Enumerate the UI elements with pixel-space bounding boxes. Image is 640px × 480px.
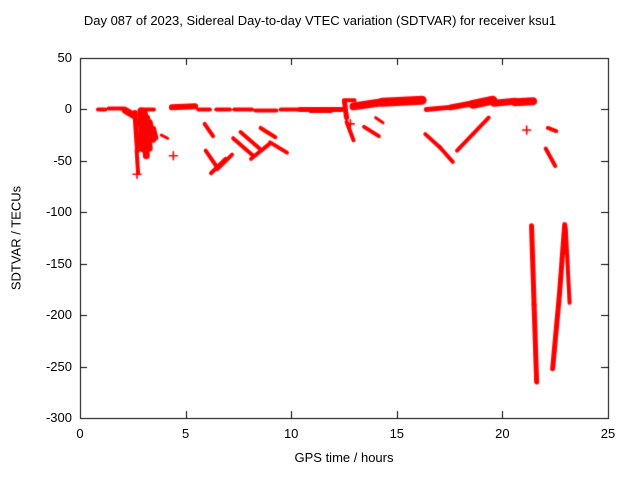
x-tick-label: 20 [495,426,510,441]
y-tick-label: -50 [53,152,72,168]
x-tick-label: 15 [389,426,405,441]
y-tick-label: -250 [45,358,72,374]
x-axis-label: GPS time / hours [294,450,394,465]
x-tick-label: 25 [600,426,616,441]
chart-title: Day 087 of 2023, Sidereal Day-to-day VTE… [83,13,557,28]
y-tick-label: -200 [45,307,72,323]
y-tick-label: 0 [64,101,72,117]
x-tick-label: 10 [283,426,299,441]
x-tick-label: 0 [76,426,84,441]
y-tick-label: -150 [45,255,72,271]
y-tick-label: 50 [57,50,72,65]
y-tick-label: -100 [45,204,72,220]
y-axis-label: SDTVAR / TECUs [8,185,24,291]
y-tick-label: -300 [45,410,72,425]
x-tick-label: 5 [181,426,190,441]
